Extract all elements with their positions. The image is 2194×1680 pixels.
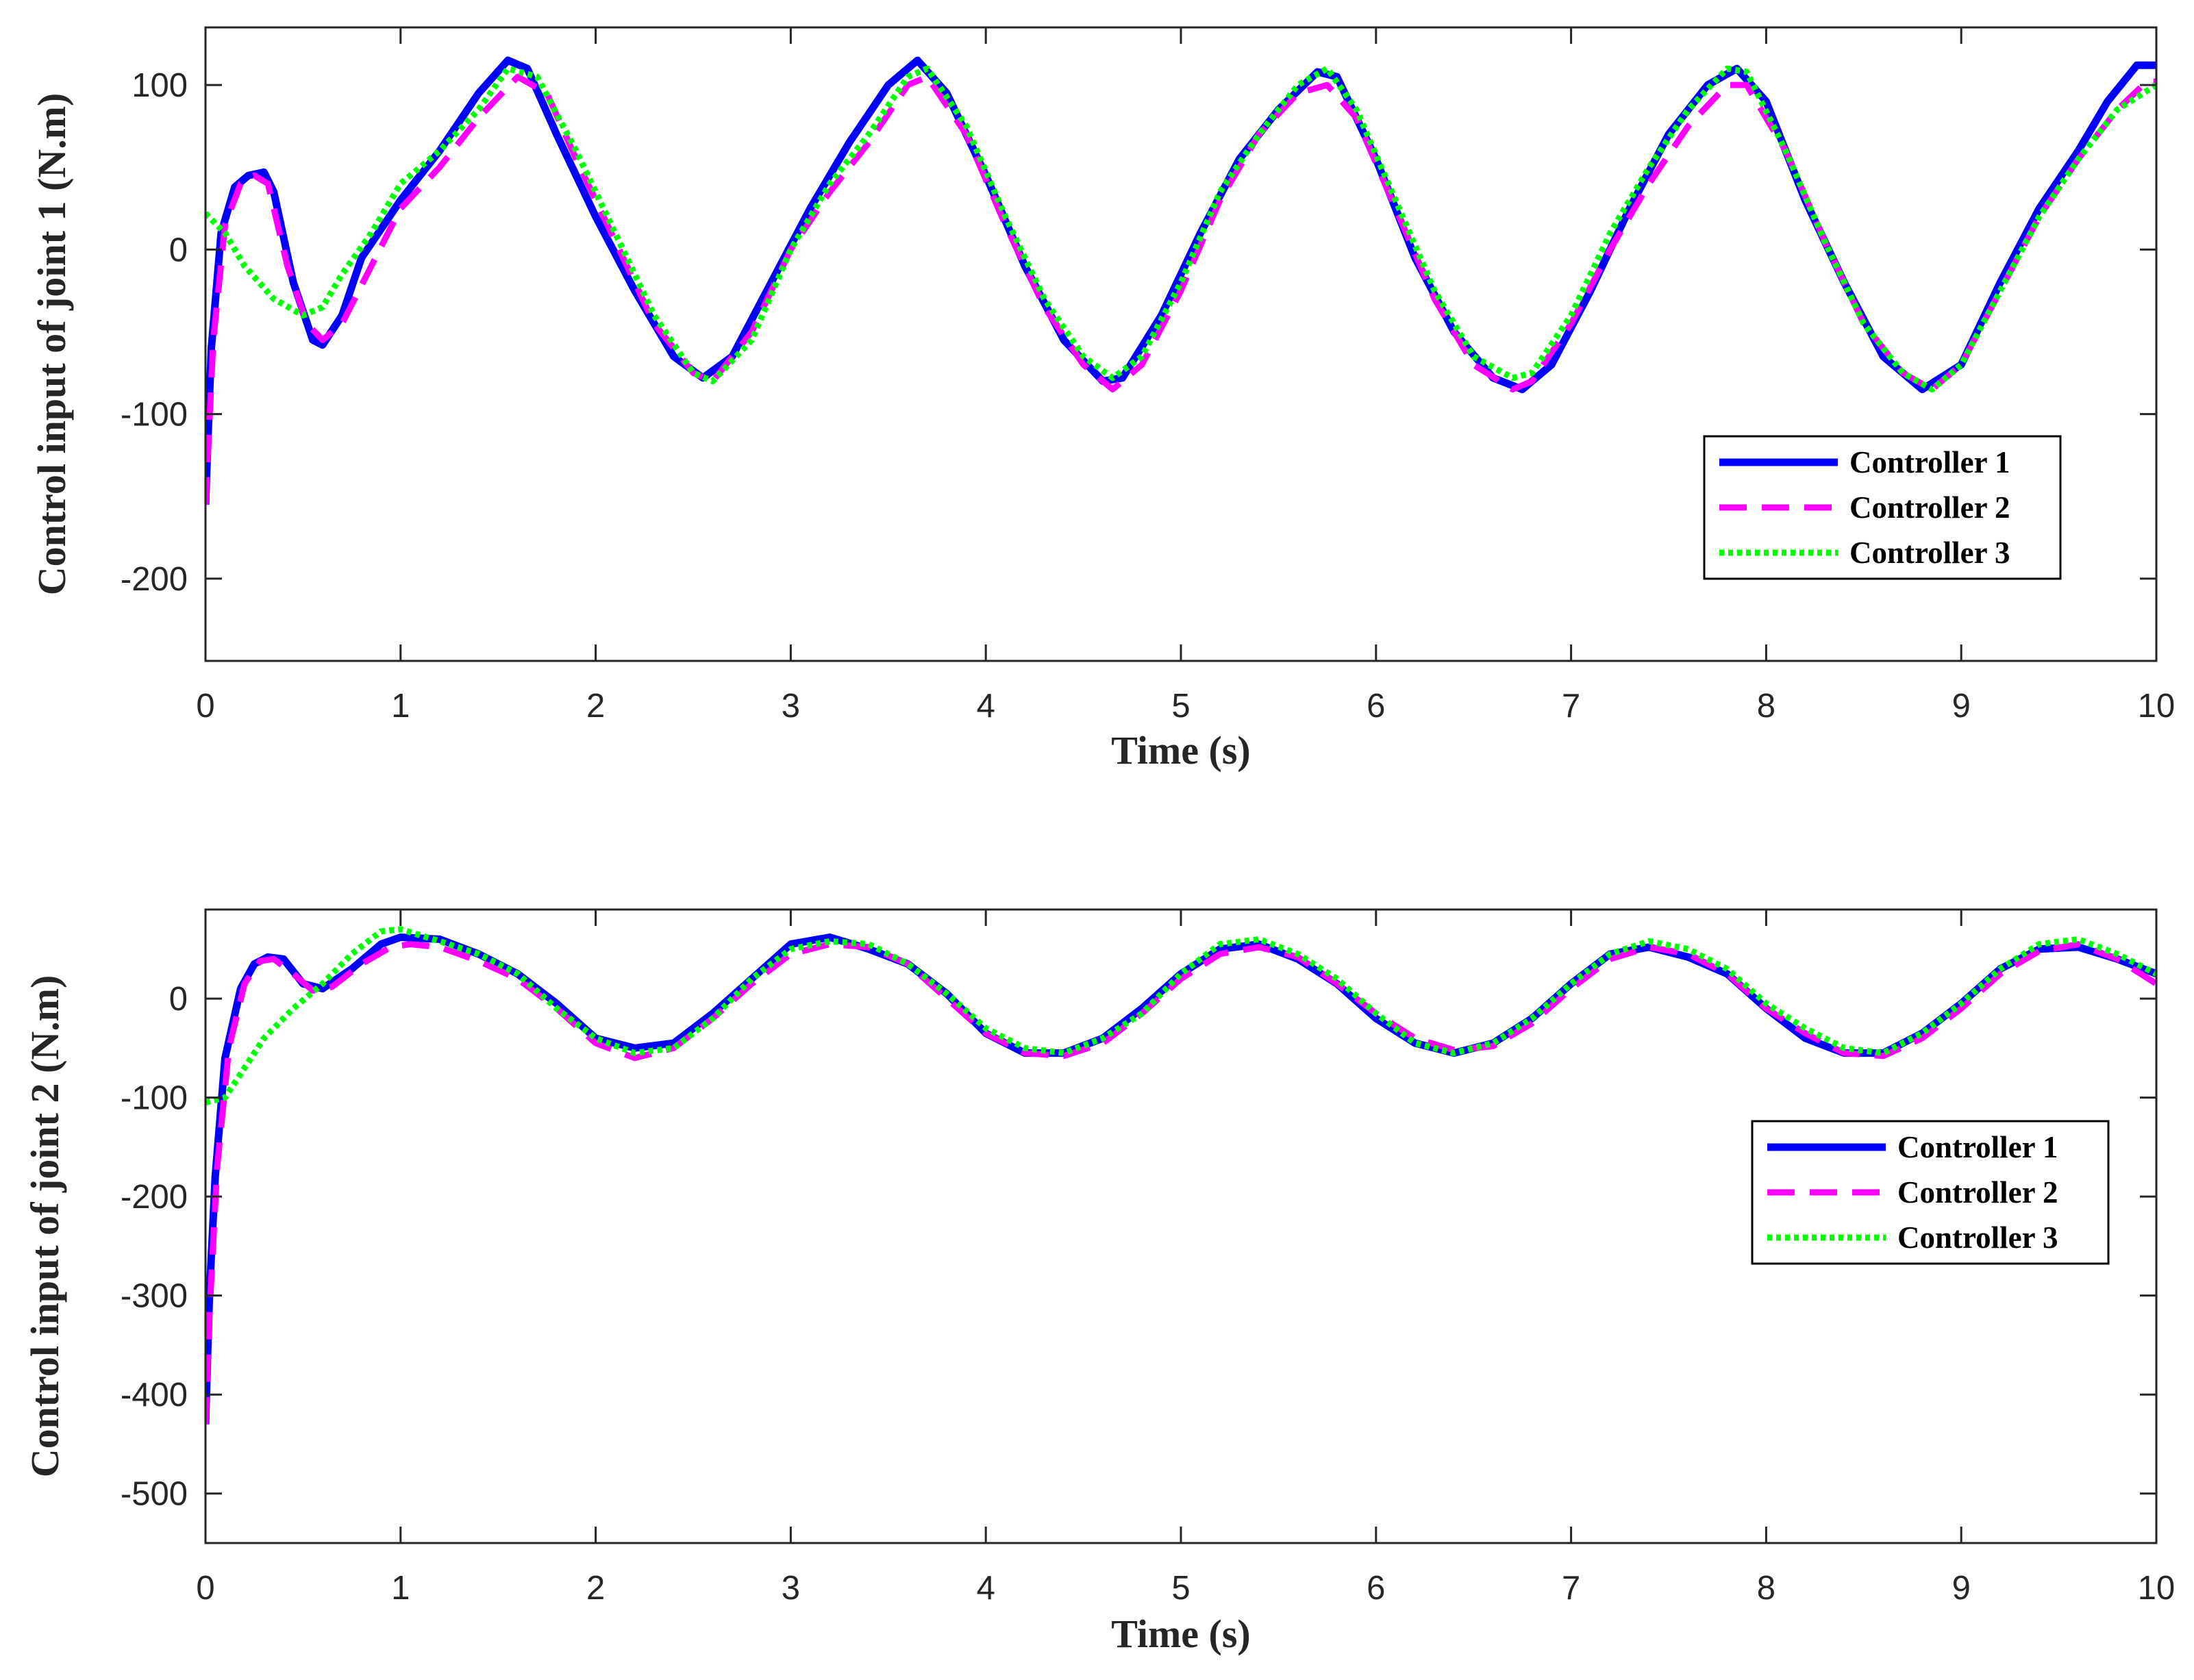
- x-tick-label: 3: [782, 1570, 800, 1607]
- y-tick-label: 100: [132, 67, 188, 104]
- x-tick-label: 0: [196, 688, 214, 725]
- series-line-controller-3: [205, 926, 2156, 1106]
- y-tick-label: -100: [121, 397, 188, 434]
- legend-label-controller-2: Controller 2: [1897, 1175, 2058, 1209]
- x-tick-label: 3: [782, 688, 800, 725]
- chart-joint-1: 0 1 2 3 4 5 6 7 8 9 10 -200 -100 0 100 Time (s) Control …: [29, 26, 2176, 773]
- x-tick-label: 6: [1367, 688, 1385, 725]
- legend-label-controller-1: Controller 1: [1897, 1130, 2058, 1164]
- x-axis-label: Time (s): [1111, 1612, 1251, 1656]
- legend-label-controller-3: Controller 3: [1849, 536, 2010, 570]
- series-line-controller-3: [205, 65, 2156, 393]
- x-tick-label: 8: [1757, 1570, 1775, 1607]
- legend: Controller 1 Controller 2 Controller 3: [1751, 1120, 2110, 1265]
- chart-joint-2: 0 1 2 3 4 5 6 7 8 9 10 -500 -400 -300 -200 -100 0 Time (s…: [23, 908, 2176, 1656]
- x-tick-label: 7: [1562, 688, 1580, 725]
- y-tick-label: -100: [121, 1080, 188, 1117]
- x-tick-label: 7: [1562, 1570, 1580, 1607]
- y-tick-label: -200: [121, 561, 188, 598]
- x-tick-label: 5: [1171, 1570, 1190, 1607]
- x-tick-label: 10: [2138, 1570, 2176, 1607]
- legend-label-controller-3: Controller 3: [1897, 1220, 2058, 1255]
- x-tick-label: 2: [586, 688, 605, 725]
- x-tick-label: 10: [2138, 688, 2176, 725]
- x-tick-label: 0: [196, 1570, 214, 1607]
- y-axis-label: Control input of joint 1 (N.m): [29, 93, 74, 596]
- series-line-controller-2: [205, 941, 2156, 1425]
- x-tick-label: 1: [391, 688, 410, 725]
- y-tick-label: -500: [121, 1476, 188, 1513]
- series-group: [205, 926, 2156, 1425]
- x-tick-label: 5: [1171, 688, 1190, 725]
- x-tick-label: 1: [391, 1570, 410, 1607]
- x-tick-label: 9: [1952, 1570, 1971, 1607]
- y-tick-label: 0: [169, 231, 188, 268]
- x-tick-label: 6: [1367, 1570, 1385, 1607]
- legend: Controller 1 Controller 2 Controller 3: [1703, 435, 2062, 580]
- x-tick-label: 9: [1952, 688, 1971, 725]
- series-group: [205, 56, 2156, 505]
- x-axis-label: Time (s): [1111, 728, 1251, 773]
- y-axis-label: Control input of joint 2 (N.m): [23, 975, 67, 1478]
- y-tick-label: -400: [121, 1377, 188, 1414]
- x-tick-label: 4: [977, 1570, 995, 1607]
- y-tick-label: -200: [121, 1179, 188, 1216]
- y-tick-label: 0: [169, 981, 188, 1018]
- x-tick-label: 4: [977, 688, 995, 725]
- y-tick-label: -300: [121, 1278, 188, 1315]
- legend-label-controller-1: Controller 1: [1849, 445, 2010, 479]
- legend-label-controller-2: Controller 2: [1849, 490, 2010, 525]
- x-tick-label: 8: [1757, 688, 1775, 725]
- x-tick-label: 2: [586, 1570, 605, 1607]
